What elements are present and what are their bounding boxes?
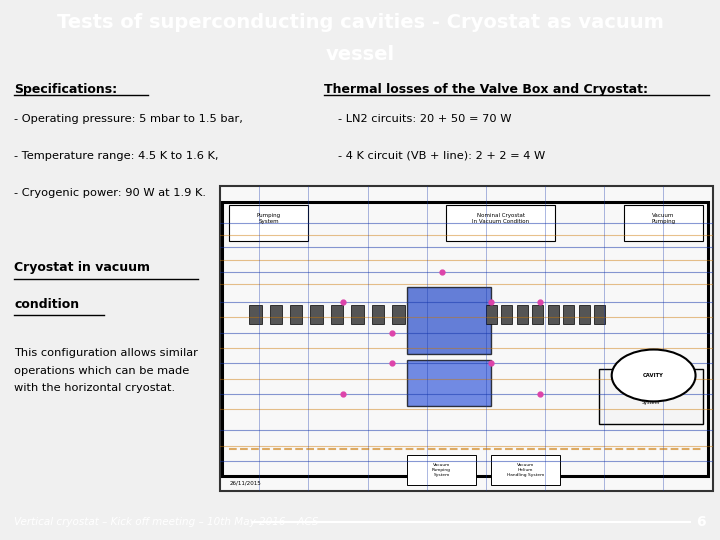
Bar bbox=[351, 305, 364, 323]
Text: Pumping
System: Pumping System bbox=[257, 213, 281, 224]
Text: - Temperature range: 4.5 K to 1.6 K,: - Temperature range: 4.5 K to 1.6 K, bbox=[14, 151, 219, 160]
Text: CAVITY: CAVITY bbox=[643, 373, 664, 378]
Text: This configuration allows similar
operations which can be made
with the horizont: This configuration allows similar operat… bbox=[14, 348, 198, 393]
Text: - LN2 circuits: 20 + 50 = 70 W: - LN2 circuits: 20 + 50 = 70 W bbox=[338, 113, 512, 124]
Text: vessel: vessel bbox=[325, 45, 395, 64]
Text: Vertical cryostat – Kick off meeting – 10th May 2016 – ACS: Vertical cryostat – Kick off meeting – 1… bbox=[14, 517, 319, 528]
Bar bbox=[392, 305, 405, 323]
Bar bbox=[624, 205, 703, 241]
Bar bbox=[491, 455, 560, 485]
Bar bbox=[599, 369, 703, 424]
Bar bbox=[564, 305, 575, 323]
Bar bbox=[290, 305, 302, 323]
Bar bbox=[446, 205, 555, 241]
Text: 26/11/2015: 26/11/2015 bbox=[230, 480, 261, 485]
Bar bbox=[486, 305, 497, 323]
Bar bbox=[230, 205, 308, 241]
Text: - Cryogenic power: 90 W at 1.9 K.: - Cryogenic power: 90 W at 1.9 K. bbox=[14, 187, 207, 198]
Bar bbox=[269, 305, 282, 323]
Text: - Operating pressure: 5 mbar to 1.5 bar,: - Operating pressure: 5 mbar to 1.5 bar, bbox=[14, 113, 243, 124]
Text: condition: condition bbox=[14, 299, 79, 312]
Text: Thermal losses of the Valve Box and Cryostat:: Thermal losses of the Valve Box and Cryo… bbox=[324, 83, 648, 96]
Text: Vacuum
Pumping: Vacuum Pumping bbox=[652, 213, 675, 224]
Bar bbox=[331, 305, 343, 323]
Text: Specifications:: Specifications: bbox=[14, 83, 117, 96]
Text: Vacuum
Helium
Handling System: Vacuum Helium Handling System bbox=[507, 463, 544, 477]
Text: Vacuum
Pumping
System: Vacuum Pumping System bbox=[432, 463, 451, 477]
Bar bbox=[407, 455, 476, 485]
Bar bbox=[407, 287, 491, 354]
Text: Cryostat in vacuum: Cryostat in vacuum bbox=[14, 261, 150, 274]
Text: - 4 K circuit (VB + line): 2 + 2 = 4 W: - 4 K circuit (VB + line): 2 + 2 = 4 W bbox=[338, 151, 546, 160]
Bar bbox=[310, 305, 323, 323]
Bar bbox=[548, 305, 559, 323]
Bar bbox=[517, 305, 528, 323]
Text: Tests of superconducting cavities - Cryostat as vacuum: Tests of superconducting cavities - Cryo… bbox=[57, 13, 663, 32]
Text: 6: 6 bbox=[696, 516, 706, 529]
Circle shape bbox=[612, 349, 696, 401]
Bar bbox=[501, 305, 512, 323]
Text: - 2 K circuit (Cryostat + line): 1 + 2 = 3 W: - 2 K circuit (Cryostat + line): 1 + 2 =… bbox=[338, 187, 579, 198]
Bar bbox=[249, 305, 261, 323]
Bar bbox=[407, 360, 491, 406]
Text: Vacuum
Pumping
System: Vacuum Pumping System bbox=[640, 388, 662, 405]
Bar bbox=[372, 305, 384, 323]
Bar bbox=[595, 305, 606, 323]
Bar bbox=[579, 305, 590, 323]
Bar bbox=[532, 305, 544, 323]
Text: Nominal Cryostat
In Vacuum Condition: Nominal Cryostat In Vacuum Condition bbox=[472, 213, 529, 224]
